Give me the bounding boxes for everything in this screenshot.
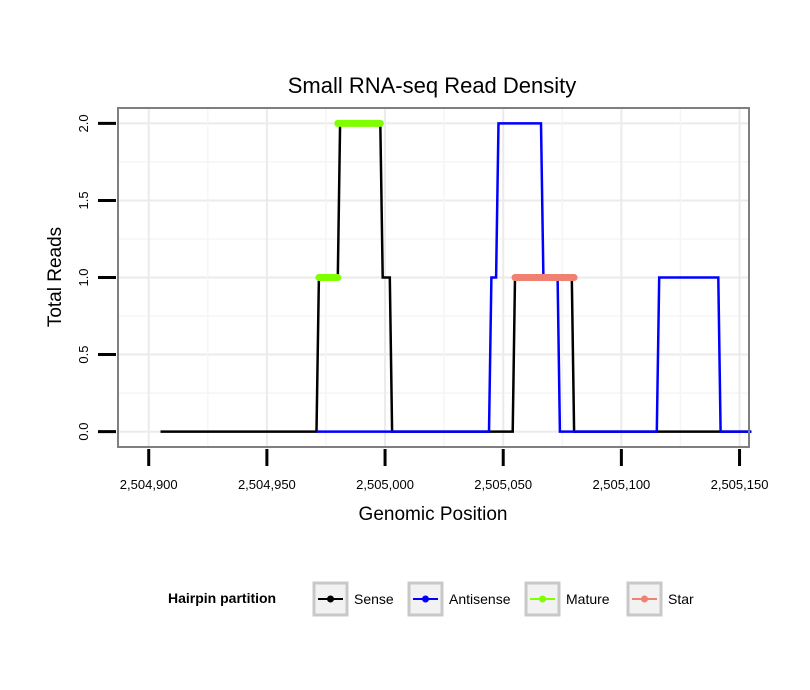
legend-entry-antisense: Antisense bbox=[407, 581, 511, 617]
y-axis-title: Total Reads bbox=[45, 227, 66, 327]
x-tick-label: 2,504,900 bbox=[120, 477, 178, 492]
y-tick-label: 2.0 bbox=[76, 114, 91, 132]
legend-entry-mature: Mature bbox=[524, 581, 610, 617]
chart-title: Small RNA-seq Read Density bbox=[288, 73, 577, 98]
x-tick-label: 2,504,950 bbox=[238, 477, 296, 492]
y-tick-label: 0.0 bbox=[76, 423, 91, 441]
x-tick-label: 2,505,150 bbox=[711, 477, 769, 492]
plot-panel bbox=[117, 107, 752, 448]
legend: Hairpin partition Sense Antisense Mature St… bbox=[168, 581, 694, 617]
legend-entry-sense: Sense bbox=[312, 581, 394, 617]
legend-label: Mature bbox=[566, 591, 610, 607]
x-tick-label: 2,505,050 bbox=[474, 477, 532, 492]
legend-label: Sense bbox=[354, 591, 394, 607]
x-tick-label: 2,505,100 bbox=[592, 477, 650, 492]
grid bbox=[118, 108, 749, 447]
y-axis: 0.0 0.5 1.0 1.5 2.0 bbox=[76, 114, 116, 441]
y-tick-label: 1.5 bbox=[76, 191, 91, 209]
legend-entry-star: Star bbox=[626, 581, 694, 617]
legend-label: Antisense bbox=[449, 591, 511, 607]
legend-entries: Sense Antisense Mature Star bbox=[312, 581, 694, 617]
legend-key-point bbox=[539, 595, 546, 603]
legend-label: Star bbox=[668, 591, 694, 607]
series-mature bbox=[315, 119, 384, 281]
plot-border bbox=[117, 107, 750, 448]
series-layer bbox=[160, 119, 752, 433]
legend-key-point bbox=[327, 595, 334, 603]
y-tick-label: 0.5 bbox=[76, 346, 91, 364]
x-axis-title: Genomic Position bbox=[359, 504, 508, 525]
legend-key-point bbox=[422, 595, 429, 603]
legend-key-point bbox=[641, 595, 648, 603]
x-axis: 2,504,900 2,504,950 2,505,000 2,505,050 2,50… bbox=[120, 449, 769, 492]
x-tick-label: 2,505,000 bbox=[356, 477, 414, 492]
y-tick-label: 1.0 bbox=[76, 268, 91, 286]
legend-title: Hairpin partition bbox=[168, 590, 276, 606]
